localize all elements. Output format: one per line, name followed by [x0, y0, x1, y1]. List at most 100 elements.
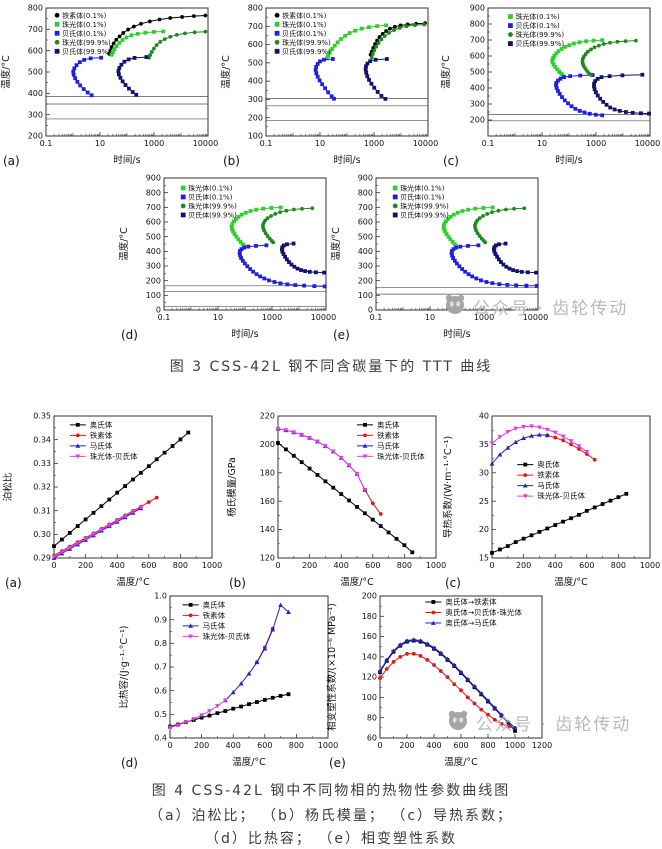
- svg-text:200: 200: [28, 132, 43, 141]
- svg-text:0: 0: [275, 561, 280, 570]
- x-axis-label: 时间/s: [333, 154, 360, 166]
- x-axis-label: 温度/°C: [444, 756, 478, 768]
- svg-text:60: 60: [367, 734, 377, 743]
- svg-text:180: 180: [260, 468, 275, 477]
- svg-text:0.9: 0.9: [154, 615, 167, 624]
- svg-text:铁素体: 铁素体: [90, 430, 113, 440]
- series-line: [379, 653, 516, 729]
- svg-text:500: 500: [248, 58, 263, 67]
- x-axis-label: 温度/°C: [116, 576, 150, 588]
- svg-text:奥氏体→马氏体: 奥氏体→马氏体: [445, 618, 497, 628]
- svg-text:奥氏体: 奥氏体: [90, 419, 113, 429]
- svg-text:马氏体: 马氏体: [90, 440, 113, 450]
- legend: 珠光体(0.1%)贝氏体(0.1%)珠光体(99.9%)贝氏体(99.9%): [180, 184, 237, 220]
- svg-text:400: 400: [358, 247, 373, 256]
- svg-text:0: 0: [167, 741, 172, 750]
- svg-text:600: 600: [453, 741, 468, 750]
- svg-text:400: 400: [426, 741, 441, 750]
- figure4-caption-line2: （a）泊松比； （b）杨氏模量； （c）导热系数；: [148, 808, 514, 824]
- svg-text:珠光体(99.9%): 珠光体(99.9%): [188, 202, 237, 211]
- svg-text:140: 140: [260, 525, 275, 534]
- svg-text:铁素体: 铁素体: [537, 470, 560, 480]
- chart-f4-c: 0 200 400 600 800 1000 15 20 25 30 35 40 奥氏体 铁素体 马氏体 珠光…: [442, 408, 662, 594]
- svg-text:珠光体(99.9%): 珠光体(99.9%): [62, 38, 111, 47]
- y-axis-label: 导热系数/(W·m⁻¹·°C⁻¹): [442, 436, 454, 538]
- svg-text:0.4: 0.4: [154, 734, 167, 743]
- x-axis-label: 温度/°C: [554, 576, 588, 588]
- chart-svg-f4e: 0 200 400 600 800 1000 1200 60 80 100 120 140 160 180…: [326, 592, 552, 770]
- svg-text:奥氏体→铁素体: 奥氏体→铁素体: [445, 597, 497, 607]
- svg-text:600: 600: [146, 218, 161, 227]
- svg-text:500: 500: [146, 232, 161, 241]
- legend: 铁素体(0.1%)珠光体(0.1%)贝氏体(0.1%)珠光体(99.9%)贝氏体…: [274, 11, 331, 56]
- series-line: [581, 40, 636, 76]
- svg-text:140: 140: [362, 652, 377, 661]
- svg-text:马氏体: 马氏体: [377, 440, 400, 450]
- svg-text:铁素体: 铁素体: [203, 610, 226, 620]
- panel-label: (a): [5, 576, 22, 590]
- legend: 珠光体(0.1%)贝氏体(0.1%)珠光体(99.9%)贝氏体(99.9%): [508, 12, 564, 48]
- svg-text:120: 120: [362, 673, 377, 682]
- svg-text:200: 200: [470, 116, 485, 125]
- svg-text:0.1: 0.1: [482, 139, 495, 148]
- svg-text:700: 700: [146, 203, 161, 212]
- svg-text:0.34: 0.34: [33, 435, 51, 444]
- svg-text:120: 120: [260, 554, 275, 563]
- chart-f4-d: 0 200 400 600 800 1000 0.4 0.5 0.6 0.7 0.8 0.9 1.0 奥氏…: [118, 588, 340, 774]
- svg-text:200: 200: [248, 113, 263, 122]
- svg-text:400: 400: [28, 89, 43, 98]
- legend: 珠光体(0.1%)贝氏体(0.1%)珠光体(99.9%)贝氏体(99.9%): [392, 184, 449, 220]
- svg-text:0.31: 0.31: [33, 506, 51, 515]
- svg-text:奥氏体: 奥氏体: [377, 419, 400, 429]
- svg-text:贝氏体(0.1%): 贝氏体(0.1%): [400, 193, 445, 202]
- svg-text:400: 400: [334, 561, 349, 570]
- svg-text:珠光体-贝氏体: 珠光体-贝氏体: [203, 631, 251, 641]
- series-line: [277, 428, 366, 491]
- svg-text:800: 800: [397, 561, 412, 570]
- series-line: [371, 24, 425, 58]
- svg-text:800: 800: [248, 4, 263, 13]
- svg-text:160: 160: [362, 632, 377, 641]
- series-line: [53, 432, 189, 547]
- series-line: [379, 640, 516, 732]
- svg-text:25: 25: [479, 497, 489, 506]
- svg-text:600: 600: [358, 218, 373, 227]
- svg-text:0.1: 0.1: [260, 139, 273, 148]
- svg-text:200: 200: [302, 561, 317, 570]
- svg-text:100: 100: [146, 291, 161, 300]
- svg-text:1000: 1000: [318, 741, 338, 750]
- svg-text:80: 80: [367, 713, 377, 722]
- svg-text:贝氏体(99.9%): 贝氏体(99.9%): [515, 39, 564, 48]
- svg-text:0: 0: [377, 741, 382, 750]
- svg-text:500: 500: [358, 232, 373, 241]
- panel-label: (e): [329, 756, 346, 770]
- svg-text:1000: 1000: [202, 561, 222, 570]
- svg-text:300: 300: [358, 262, 373, 271]
- chart-f4-b: 0 200 400 600 800 1000 120 140 160 180 200 220 奥氏体 铁素…: [226, 408, 448, 594]
- svg-text:1200: 1200: [532, 741, 552, 750]
- svg-text:400: 400: [146, 247, 161, 256]
- series-line: [277, 428, 366, 491]
- svg-text:贝氏体(0.1%): 贝氏体(0.1%): [62, 29, 107, 38]
- svg-text:0.6: 0.6: [154, 686, 167, 695]
- svg-text:铁素体: 铁素体: [377, 430, 400, 440]
- svg-text:1.0: 1.0: [154, 592, 167, 601]
- svg-text:200: 200: [399, 741, 414, 750]
- svg-text:珠光体(0.1%): 珠光体(0.1%): [282, 20, 327, 29]
- figure4-caption-line1: 图 4 CSS-42L 钢中不同物相的热物性参数曲线图: [151, 783, 511, 799]
- svg-text:贝氏体(99.9%): 贝氏体(99.9%): [188, 211, 237, 220]
- svg-text:300: 300: [248, 95, 263, 104]
- svg-text:铁素体(0.1%): 铁素体(0.1%): [62, 11, 107, 20]
- series-line: [108, 15, 206, 55]
- svg-text:10: 10: [425, 313, 435, 322]
- svg-text:600: 600: [248, 40, 263, 49]
- y-axis-label: 温度/°C: [220, 55, 232, 89]
- svg-text:600: 600: [257, 741, 272, 750]
